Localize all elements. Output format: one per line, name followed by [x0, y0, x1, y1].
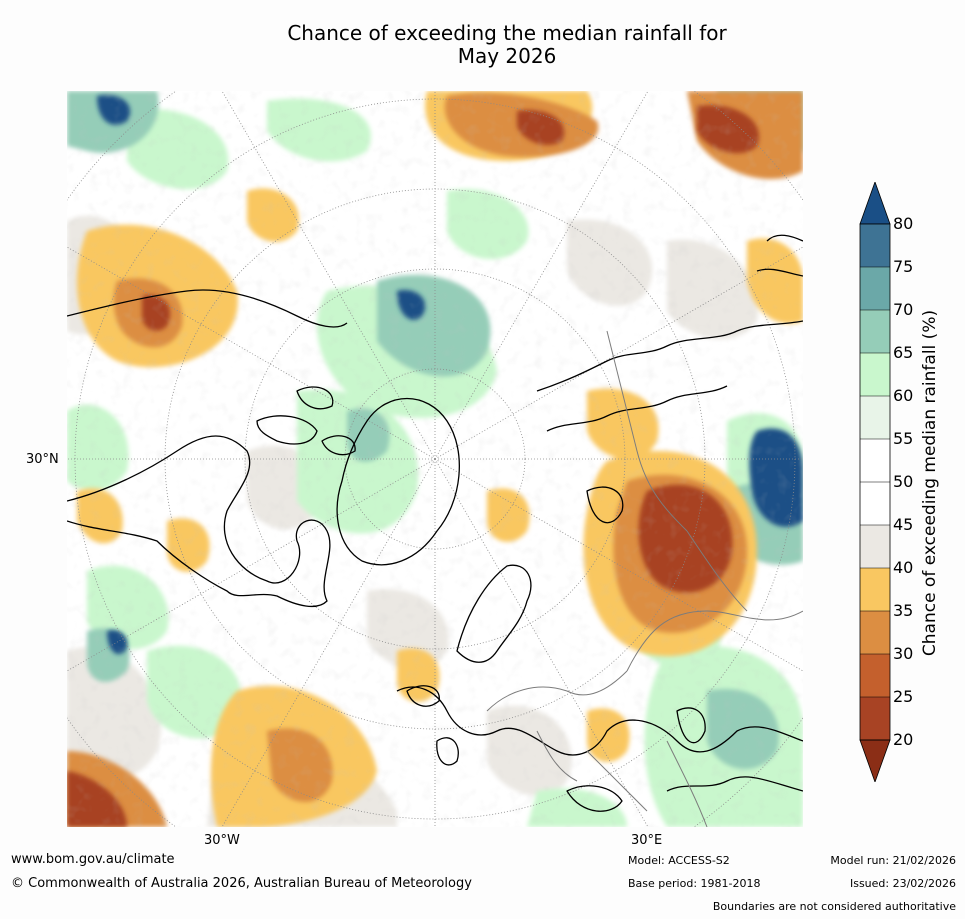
- coast-canadian-arctic: [256, 386, 356, 456]
- border-2: [626, 610, 803, 672]
- coast-arctic-russia: [546, 385, 728, 432]
- coast-novaya-zemlya: [586, 486, 624, 524]
- graticule: [67, 91, 803, 827]
- colorbar-tick-20: 20: [893, 730, 914, 749]
- colorbar-tick-80: 80: [893, 214, 914, 233]
- coast-greenland: [336, 398, 460, 566]
- coastlines: [67, 234, 803, 812]
- colorbar-tick-45: 45: [893, 515, 914, 534]
- meridian-30w: [221, 458, 436, 827]
- rainfall-probability-map: [67, 91, 803, 827]
- colorbar-tick-40: 40: [893, 558, 914, 577]
- colorbar-bin-50-55: [860, 439, 890, 482]
- copyright-text: © Commonwealth of Australia 2026, Austra…: [11, 876, 472, 891]
- colorbar-bin-70-75: [860, 267, 890, 310]
- colorbar-dividers: [860, 266, 890, 698]
- colorbar-bin-25-30: [860, 654, 890, 697]
- colorbar-bin-20-25: [860, 697, 890, 740]
- coast-pacific-arc: [756, 234, 803, 277]
- meridian-150w: [221, 91, 436, 460]
- colorbar-bin-45-50: [860, 482, 890, 525]
- colorbar-tick-55: 55: [893, 429, 914, 448]
- colorbar-tick-35: 35: [893, 601, 914, 620]
- coast-caspian: [676, 707, 706, 744]
- colorbar-bin-30-35: [860, 611, 890, 654]
- colorbar-extend-low: [859, 739, 891, 782]
- coast-siberia: [536, 320, 803, 392]
- lon-label-30e: 30°E: [631, 833, 663, 848]
- colorbar-tick-70: 70: [893, 300, 914, 319]
- country-borders: [486, 330, 803, 827]
- coast-alaska: [67, 289, 348, 328]
- lat-label-30n: 30°N: [26, 452, 59, 467]
- model-name: Model: ACCESS-S2: [628, 854, 730, 867]
- meridian-30e: [434, 458, 649, 827]
- colorbar-tick-60: 60: [893, 386, 914, 405]
- issued-date: Issued: 23/02/2026: [849, 877, 956, 890]
- colorbar-bin-40-45: [860, 525, 890, 568]
- border-5: [686, 530, 748, 612]
- title-line-1: Chance of exceeding the median rainfall …: [287, 21, 727, 45]
- title-line-2: May 2026: [457, 44, 557, 68]
- colorbar-bin-55-60: [860, 396, 890, 439]
- model-run-date: Model run: 21/02/2026: [830, 854, 956, 867]
- colorbar-tick-65: 65: [893, 343, 914, 362]
- website-link[interactable]: www.bom.gov.au/climate: [11, 852, 175, 867]
- chart-title: Chance of exceeding the median rainfall …: [0, 22, 965, 68]
- border-6: [586, 750, 648, 812]
- coast-iceland: [406, 685, 440, 707]
- colorbar-bin-65-70: [860, 310, 890, 353]
- border-3: [536, 730, 578, 782]
- coast-europe: [396, 686, 803, 756]
- border-4: [606, 330, 688, 532]
- boundaries-disclaimer: Boundaries are not considered authoritat…: [712, 900, 956, 913]
- coast-asia-south: [666, 776, 803, 792]
- coast-uk: [436, 737, 459, 766]
- colorbar-label: Chance of exceeding median rainfall (%): [920, 309, 940, 657]
- colorbar-bin-35-40: [860, 568, 890, 611]
- meridian-150e: [434, 91, 649, 460]
- coast-black-sea: [566, 785, 623, 812]
- colorbar-tick-30: 30: [893, 644, 914, 663]
- colorbar: [859, 182, 891, 782]
- colorbar-tick-25: 25: [893, 687, 914, 706]
- colorbar-extend-high: [859, 182, 891, 225]
- colorbar-bin-60-65: [860, 353, 890, 396]
- border-1: [486, 670, 628, 712]
- colorbar-tick-75: 75: [893, 257, 914, 276]
- base-period: Base period: 1981-2018: [628, 877, 761, 890]
- lon-label-30w: 30°W: [204, 833, 240, 848]
- coast-scandinavia: [456, 564, 532, 663]
- border-7: [666, 740, 708, 827]
- map-canvas: [67, 91, 803, 827]
- colorbar-bin-75-80: [860, 224, 890, 267]
- colorbar-tick-50: 50: [893, 472, 914, 491]
- coast-north-america: [67, 435, 331, 608]
